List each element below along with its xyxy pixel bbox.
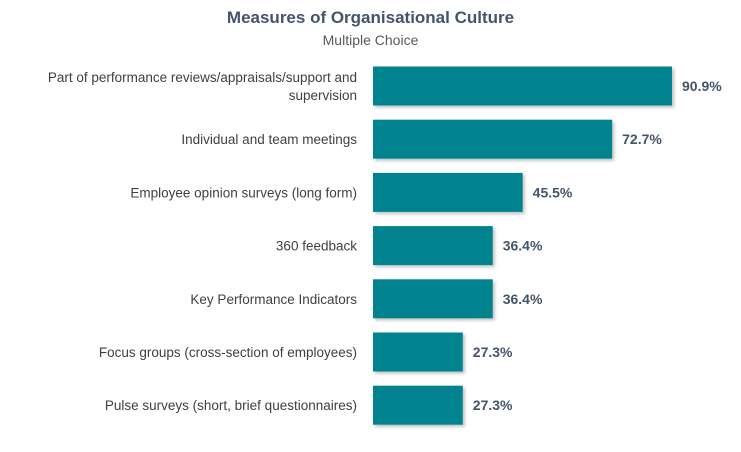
value-label-1: 72.7%: [622, 131, 662, 147]
value-label-4: 36.4%: [503, 291, 543, 307]
category-label-3: 360 feedback: [276, 239, 357, 254]
value-label-5: 27.3%: [473, 344, 513, 360]
value-label-6: 27.3%: [473, 397, 513, 413]
bar-6: [373, 385, 463, 425]
category-label-2: Employee opinion surveys (long form): [130, 185, 357, 200]
category-label-5: Focus groups (cross-section of employees…: [99, 345, 357, 360]
bar-5: [373, 332, 463, 372]
bar-1: [373, 119, 613, 159]
value-label-2: 45.5%: [533, 184, 573, 200]
value-label-3: 36.4%: [503, 238, 543, 254]
value-label-0: 90.9%: [682, 78, 722, 94]
chart-subtitle: Multiple Choice: [322, 32, 419, 48]
chart-title: Measures of Organisational Culture: [226, 8, 515, 27]
bar-2: [373, 172, 523, 212]
category-label-4: Key Performance Indicators: [190, 292, 357, 307]
bar-3: [373, 226, 493, 266]
bar-4: [373, 279, 493, 319]
category-label-0: Part of performance reviews/appraisals/s…: [48, 70, 357, 103]
category-label-6: Pulse surveys (short, brief questionnair…: [105, 398, 357, 413]
bar-0: [373, 66, 672, 106]
category-label-1: Individual and team meetings: [181, 132, 357, 147]
